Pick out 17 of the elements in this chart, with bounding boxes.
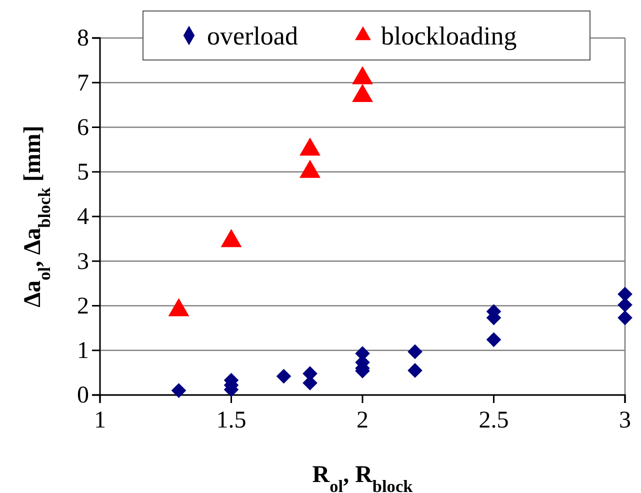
y-tick-label: 7: [77, 70, 89, 96]
x-tick-label: 2.5: [478, 408, 509, 434]
y-tick-label: 6: [77, 114, 89, 141]
legend-label: overload: [207, 22, 298, 50]
x-axis-title: R$_{ol}$, R$_{block}$: [312, 462, 414, 493]
y-tick-label: 4: [77, 204, 89, 230]
y-tick-label: 0: [77, 382, 89, 409]
y-tick-label: 5: [77, 160, 89, 186]
y-tick-label: 8: [77, 26, 89, 52]
x-tick-label: 2: [356, 408, 368, 434]
y-tick-label: 1: [77, 338, 89, 364]
y-tick-label: 2: [77, 293, 89, 320]
y-tick-label: 3: [77, 248, 89, 275]
x-tick-label: 3: [619, 408, 631, 434]
x-tick-label: 1.5: [216, 408, 246, 434]
legend-label: blockloading: [380, 22, 517, 50]
x-tick-label: 1: [94, 408, 106, 434]
